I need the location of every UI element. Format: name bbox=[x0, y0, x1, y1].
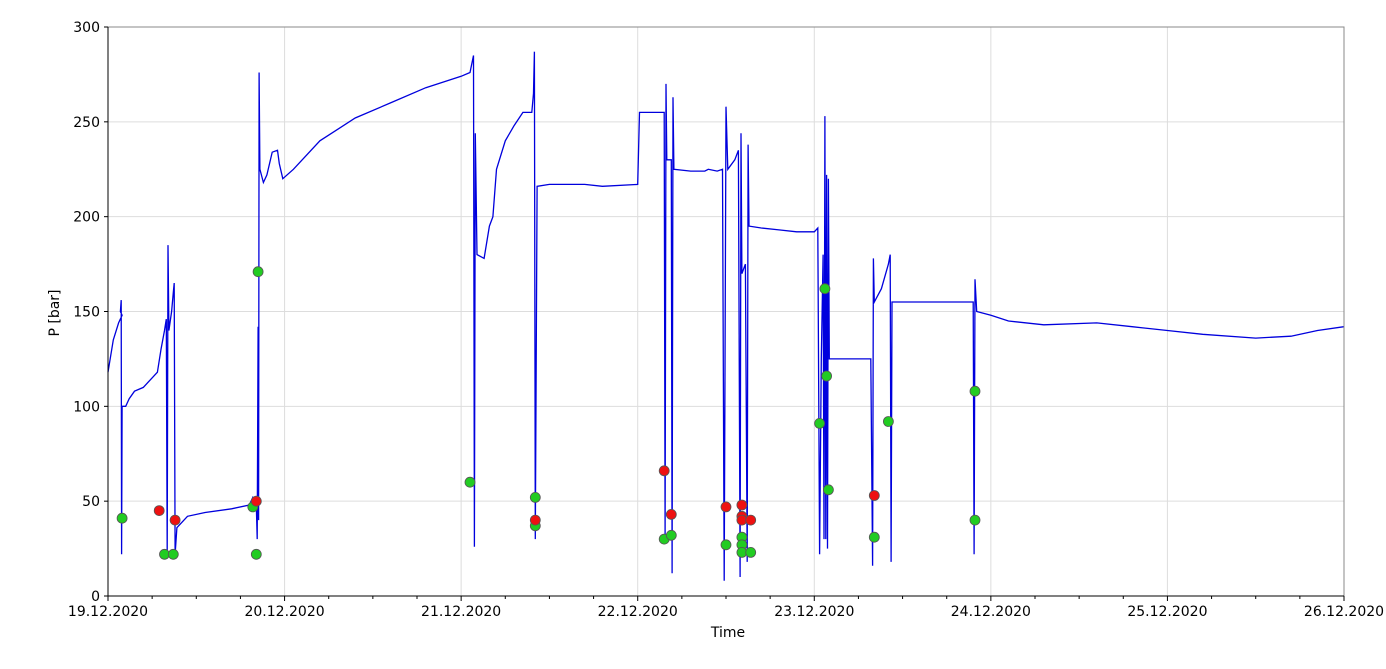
y-tick-label: 250 bbox=[73, 115, 100, 131]
alarm-data-point bbox=[720, 501, 732, 513]
y-tick-label: 50 bbox=[82, 494, 100, 510]
alarm-data-point bbox=[529, 514, 541, 526]
y-tick-label: 300 bbox=[73, 20, 100, 36]
x-tick-label: 19.12.2020 bbox=[68, 604, 148, 620]
ok-data-point bbox=[116, 512, 128, 524]
y-axis-ticks: 0 50 100 150 200 250 300 bbox=[73, 20, 108, 605]
ok-data-point bbox=[745, 547, 757, 558]
ok-data-point bbox=[464, 476, 476, 488]
ok-data-point bbox=[665, 529, 677, 541]
ok-data-point bbox=[529, 491, 541, 503]
y-axis-label: P [bar] bbox=[47, 289, 63, 336]
ok-data-point bbox=[814, 417, 825, 429]
x-axis-ticks: 19.12.2020 20.12.2020 21.12.2020 22.12.2020… bbox=[68, 596, 1384, 620]
y-tick-label: 0 bbox=[91, 589, 100, 605]
alarm-data-point bbox=[868, 490, 880, 501]
ok-data-point bbox=[821, 370, 832, 382]
ok-data-point bbox=[883, 416, 894, 427]
x-tick-label: 23.12.2020 bbox=[774, 604, 854, 620]
alarm-data-point bbox=[169, 514, 181, 526]
alarm-data-point bbox=[250, 495, 262, 507]
ok-data-point bbox=[868, 531, 880, 543]
y-tick-label: 100 bbox=[73, 399, 100, 415]
alarm-data-point bbox=[665, 509, 677, 520]
ok-data-point bbox=[252, 266, 264, 278]
x-tick-label: 20.12.2020 bbox=[244, 604, 324, 620]
x-tick-label: 26.12.2020 bbox=[1304, 604, 1384, 620]
alarm-data-point bbox=[153, 505, 165, 517]
ok-data-point bbox=[167, 548, 179, 560]
ok-data-point bbox=[250, 548, 262, 560]
x-axis-label: Time bbox=[710, 625, 745, 641]
x-tick-label: 22.12.2020 bbox=[598, 604, 678, 620]
alarm-data-point bbox=[736, 499, 748, 511]
ok-data-point bbox=[823, 484, 834, 496]
ok-data-point bbox=[969, 385, 981, 397]
x-tick-label: 21.12.2020 bbox=[421, 604, 501, 620]
alarm-data-point bbox=[745, 514, 757, 526]
plot-area bbox=[107, 51, 1345, 581]
ok-data-point bbox=[819, 283, 831, 295]
ok-data-point bbox=[720, 539, 732, 551]
ok-data-point bbox=[969, 514, 981, 526]
x-tick-label: 24.12.2020 bbox=[951, 604, 1031, 620]
y-tick-label: 200 bbox=[73, 210, 100, 226]
y-tick-label: 150 bbox=[73, 305, 100, 321]
x-tick-label: 25.12.2020 bbox=[1127, 604, 1207, 620]
alarm-data-point bbox=[658, 465, 670, 477]
